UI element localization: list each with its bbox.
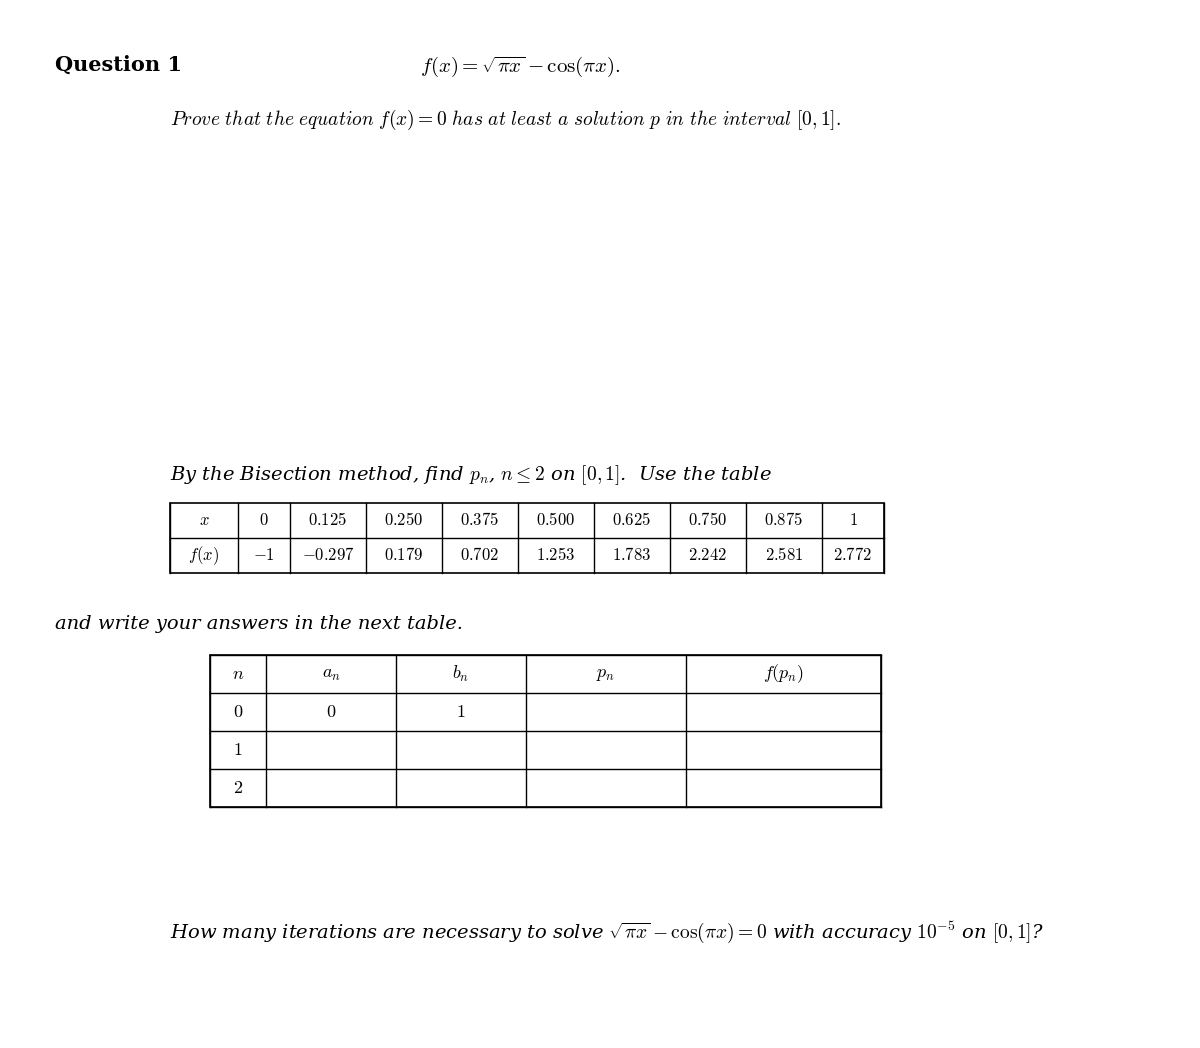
Text: $1.783$: $1.783$	[612, 547, 652, 564]
Text: By the Bisection method, find $p_n$, $n \leq 2$ on $[0, 1]$.  Use the table: By the Bisection method, find $p_n$, $n …	[170, 463, 772, 486]
Text: $b_n$: $b_n$	[452, 664, 469, 684]
Text: $0.375$: $0.375$	[461, 512, 499, 529]
Bar	[210, 655, 881, 807]
Text: $f(x) = \sqrt{\pi x} - \cos(\pi x).$: $f(x) = \sqrt{\pi x} - \cos(\pi x).$	[420, 54, 620, 80]
Text: and write your answers in the next table.: and write your answers in the next table…	[55, 615, 463, 633]
Text: $f(p_n)$: $f(p_n)$	[763, 662, 804, 685]
Text: $0.125$: $0.125$	[308, 512, 348, 529]
Text: How many iterations are necessary to solve $\sqrt{\pi x} - \cos(\pi x) = 0$ with: How many iterations are necessary to sol…	[170, 920, 1044, 945]
Text: $0.500$: $0.500$	[536, 512, 576, 529]
Text: $1$: $1$	[456, 703, 466, 721]
Text: $0.179$: $0.179$	[384, 547, 424, 564]
Text: $0$: $0$	[233, 703, 244, 721]
Text: $0$: $0$	[326, 703, 336, 721]
Text: $2.242$: $2.242$	[689, 547, 727, 564]
Text: $f(x)$: $f(x)$	[188, 544, 220, 567]
Text: $0.750$: $0.750$	[689, 512, 727, 529]
Text: $2.772$: $2.772$	[834, 547, 872, 564]
Bar	[170, 503, 884, 573]
Text: Question 1: Question 1	[55, 54, 182, 75]
Text: $0.625$: $0.625$	[612, 512, 652, 529]
Text: $2.581$: $2.581$	[764, 547, 803, 564]
Text: $a_n$: $a_n$	[322, 665, 341, 683]
Text: $x$: $x$	[199, 512, 209, 529]
Text: $-0.297$: $-0.297$	[301, 547, 354, 564]
Text: $-1$: $-1$	[253, 547, 275, 564]
Text: $\it{Prove\ that\ the\ equation\ }f(x) = 0\it{\ has\ at\ least\ a\ solution\ }p\: $\it{Prove\ that\ the\ equation\ }f(x) =…	[170, 108, 841, 132]
Text: $1.253$: $1.253$	[536, 547, 576, 564]
Text: $1$: $1$	[233, 741, 242, 759]
Text: $0.702$: $0.702$	[461, 547, 499, 564]
Text: $p_n$: $p_n$	[596, 665, 616, 683]
Text: $0$: $0$	[259, 512, 269, 529]
Text: $0.875$: $0.875$	[764, 512, 804, 529]
Text: $n$: $n$	[232, 665, 244, 683]
Text: $2$: $2$	[233, 779, 244, 796]
Text: $1$: $1$	[848, 512, 858, 529]
Text: $0.250$: $0.250$	[384, 512, 424, 529]
